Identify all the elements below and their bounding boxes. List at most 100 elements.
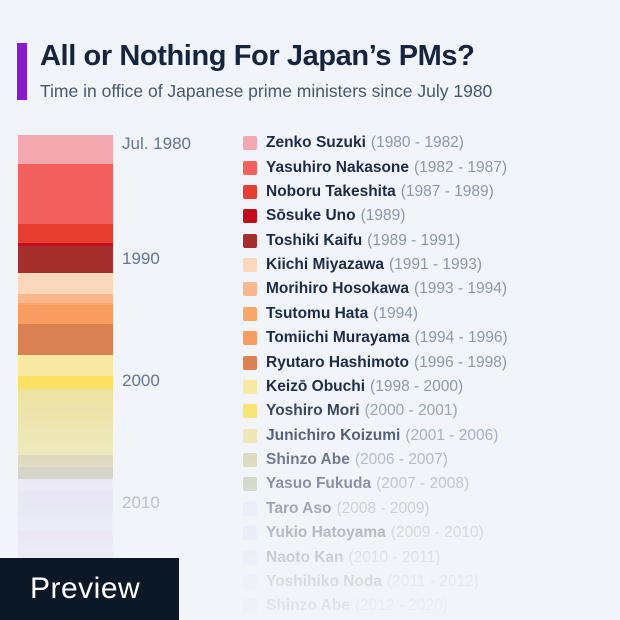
- bar-segment-hata: [18, 303, 113, 306]
- legend-name: Toshiki Kaifu: [266, 231, 363, 249]
- legend-item-obuchi: Keizō Obuchi (1998 - 2000): [243, 375, 613, 399]
- legend-name: Naoto Kan: [266, 548, 344, 566]
- bar-segment-kaifu: [18, 245, 113, 273]
- legend-name: Junichiro Koizumi: [266, 426, 401, 444]
- bar-segment-hatoyama: [18, 490, 113, 500]
- legend-name: Ryutaro Hashimoto: [266, 353, 409, 371]
- legend-item-fukuda: Yasuo Fukuda (2007 - 2008): [243, 472, 613, 496]
- legend-item-nakasone: Yasuhiro Nakasone (1982 - 1987): [243, 155, 613, 179]
- legend-swatch-abe-1: [243, 453, 257, 468]
- axis-label-2000: 2000: [122, 371, 160, 391]
- legend-swatch-kan: [243, 550, 257, 565]
- pm-timeline-bar: [18, 135, 113, 620]
- bar-segment-noda: [18, 514, 113, 531]
- legend-name: Yukio Hatoyama: [266, 524, 386, 542]
- legend-item-abe-2: Shinzo Abe (2012 - 2020): [243, 594, 613, 618]
- legend-swatch-koizumi: [243, 428, 257, 443]
- legend-name: Noboru Takeshita: [266, 182, 396, 200]
- axis-label-jul-1980: Jul. 1980: [122, 134, 191, 153]
- preview-badge: Preview: [0, 558, 179, 620]
- legend-item-aso: Taro Aso (2008 - 2009): [243, 497, 613, 521]
- legend-item-hosokawa: Morihiro Hosokawa (1993 - 1994): [243, 277, 613, 301]
- legend-swatch-miyazawa: [243, 258, 257, 273]
- legend-swatch-abe-2: [243, 599, 257, 614]
- legend-swatch-noda: [243, 574, 257, 589]
- legend-years: (1982 - 1987): [414, 158, 508, 176]
- bar-segment-suzuki: [18, 135, 113, 164]
- legend-years: (1994): [373, 304, 419, 322]
- legend-swatch-murayama: [243, 331, 257, 346]
- legend-years: (2011 - 2012): [386, 572, 479, 590]
- legend-item-noda: Yoshihiko Noda (2011 - 2012): [243, 570, 613, 594]
- legend-swatch-hashimoto: [243, 355, 257, 370]
- legend-years: (2001 - 2006): [405, 426, 499, 444]
- bar-segment-takeshita: [18, 224, 113, 244]
- legend-name: Zenko Suzuki: [266, 134, 366, 152]
- legend-name: Yoshiro Mori: [266, 402, 360, 420]
- legend-name: Keizō Obuchi: [266, 377, 366, 395]
- legend-years: (1987 - 1989): [400, 182, 494, 200]
- legend-item-miyazawa: Kiichi Miyazawa (1991 - 1993): [243, 253, 613, 277]
- bar-segment-nakasone: [18, 163, 113, 225]
- legend-item-hata: Tsutomu Hata (1994): [243, 302, 613, 326]
- legend-years: (1993 - 1994): [413, 280, 508, 298]
- legend-years: (2008 - 2009): [336, 499, 430, 517]
- legend-item-uno: Sōsuke Uno (1989): [243, 204, 613, 228]
- legend-years: (2000 - 2001): [364, 402, 458, 420]
- legend-name: Shinzo Abe: [266, 597, 350, 615]
- legend-item-kaifu: Toshiki Kaifu (1989 - 1991): [243, 229, 613, 253]
- legend-swatch-fukuda: [243, 477, 257, 492]
- title-accent-bar: [17, 43, 27, 100]
- legend-swatch-takeshita: [243, 184, 257, 199]
- legend-years: (2010 - 2011): [348, 548, 441, 566]
- legend-name: Kiichi Miyazawa: [266, 256, 385, 274]
- legend-swatch-aso: [243, 501, 257, 516]
- legend-swatch-mori: [243, 404, 257, 419]
- chart-subtitle: Time in office of Japanese prime ministe…: [40, 81, 493, 101]
- legend-item-kan: Naoto Kan (2010 - 2011): [243, 545, 613, 569]
- legend-swatch-uno: [243, 209, 257, 224]
- bar-segment-kan: [18, 499, 113, 515]
- legend-swatch-kaifu: [243, 233, 257, 248]
- legend-item-abe-1: Shinzo Abe (2006 - 2007): [243, 448, 613, 472]
- legend-years: (1994 - 1996): [414, 329, 508, 347]
- legend-name: Yoshihiko Noda: [266, 572, 382, 590]
- legend-item-hatoyama: Yukio Hatoyama (2009 - 2010): [243, 521, 613, 545]
- legend-item-koizumi: Junichiro Koizumi (2001 - 2006): [243, 424, 613, 448]
- page-title: All or Nothing For Japan’s PMs?: [40, 40, 475, 72]
- axis-label-1990: 1990: [122, 249, 160, 269]
- pm-legend: Zenko Suzuki (1980 - 1982) Yasuhiro Nakaso…: [243, 131, 613, 619]
- preview-label: Preview: [30, 572, 141, 605]
- legend-years: (1998 - 2000): [370, 377, 464, 395]
- legend-years: (2006 - 2007): [354, 451, 448, 469]
- legend-swatch-nakasone: [243, 160, 257, 175]
- legend-item-murayama: Tomiichi Murayama (1994 - 1996): [243, 326, 613, 350]
- legend-item-mori: Yoshiro Mori (2000 - 2001): [243, 399, 613, 423]
- bar-segment-fukuda: [18, 466, 113, 479]
- legend-swatch-suzuki: [243, 136, 257, 151]
- legend-name: Tomiichi Murayama: [266, 329, 410, 347]
- bar-segment-aso: [18, 478, 113, 491]
- legend-years: (1996 - 1998): [413, 353, 508, 371]
- legend-years: (1980 - 1982): [370, 134, 464, 152]
- legend-swatch-hosokawa: [243, 282, 257, 297]
- bar-segment-obuchi: [18, 355, 113, 376]
- legend-years: (1989 - 1991): [367, 231, 461, 249]
- legend-name: Sōsuke Uno: [266, 207, 356, 225]
- bar-segment-uno: [18, 243, 113, 246]
- bar-segment-koizumi: [18, 388, 113, 455]
- legend-item-takeshita: Noboru Takeshita (1987 - 1989): [243, 180, 613, 204]
- time-axis: Jul. 1980 1990 2000 2010: [122, 135, 222, 620]
- bar-segment-hosokawa: [18, 294, 113, 304]
- legend-years: (2009 - 2010): [390, 524, 484, 542]
- legend-name: Tsutomu Hata: [266, 304, 369, 322]
- axis-label-2010: 2010: [122, 493, 160, 513]
- legend-item-hashimoto: Ryutaro Hashimoto (1996 - 1998): [243, 350, 613, 374]
- bar-segment-hashimoto: [18, 323, 113, 356]
- legend-name: Shinzo Abe: [266, 451, 350, 469]
- legend-name: Taro Aso: [266, 499, 332, 517]
- legend-name: Yasuhiro Nakasone: [266, 158, 410, 176]
- legend-swatch-hatoyama: [243, 526, 257, 541]
- legend-years: (2012 - 2020): [354, 597, 448, 615]
